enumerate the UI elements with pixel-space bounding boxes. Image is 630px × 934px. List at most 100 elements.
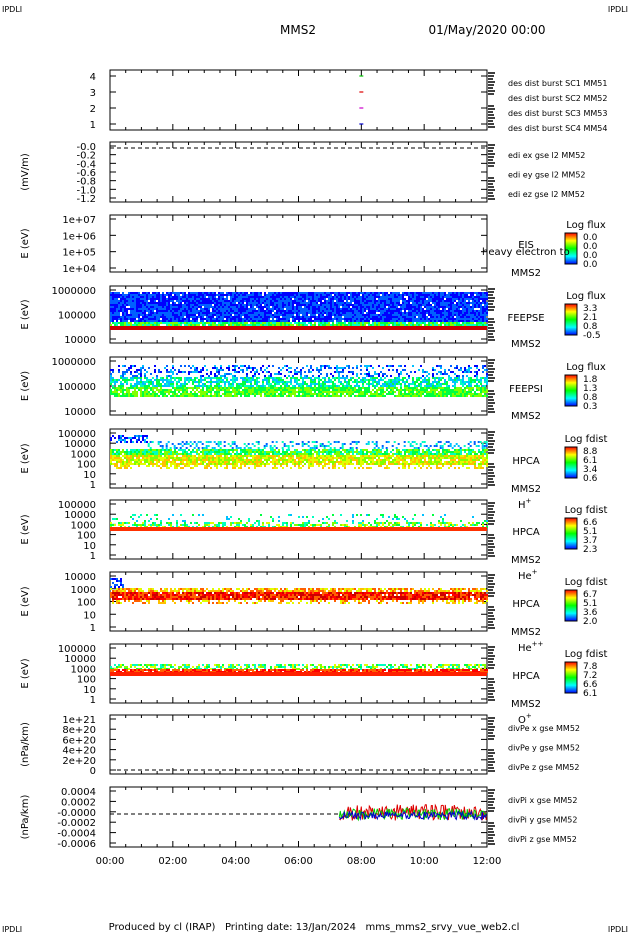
spectrogram-cell: [272, 302, 274, 304]
spectrogram-cell: [362, 318, 364, 320]
spectrogram-cell: [184, 393, 186, 395]
spectrogram-cell: [192, 379, 194, 381]
spectrogram-cell: [368, 298, 370, 300]
spectrogram-cell: [436, 310, 438, 312]
spectrogram-cell: [242, 294, 244, 296]
spectrogram-cell: [202, 320, 204, 322]
spectrogram-cell: [328, 310, 330, 312]
spectrogram-cell: [138, 304, 140, 306]
spectrogram-cell: [448, 316, 450, 318]
spectrogram-cell: [202, 375, 204, 377]
spectrogram-cell: [466, 292, 468, 294]
spectrogram-cell: [462, 300, 464, 302]
spectrogram-cell: [264, 391, 266, 393]
spectrogram-cell: [386, 292, 388, 294]
spectrogram-cell: [240, 322, 242, 324]
spectrogram-cell: [456, 314, 458, 316]
spectrogram-cell: [338, 310, 340, 312]
spectrogram-cell: [258, 298, 260, 300]
spectrogram-cell: [418, 302, 420, 304]
spectrogram-cell: [448, 320, 450, 322]
spectrogram-cell: [146, 377, 148, 379]
colorbar-tick-label: 0.3: [583, 402, 597, 412]
spectrogram-cell: [344, 377, 346, 379]
spectrogram-cell: [184, 306, 186, 308]
spectrogram-cell: [246, 373, 248, 375]
spectrogram-cell: [234, 298, 236, 300]
spectrogram-cell: [280, 381, 282, 383]
spectrogram-cell: [450, 306, 452, 308]
spectrogram-cell: [298, 383, 300, 385]
spectrogram-cell: [342, 322, 344, 324]
spectrogram-cell: [420, 294, 422, 296]
spectrogram-cell: [402, 308, 404, 310]
spectrogram-cell: [288, 322, 290, 324]
spectrogram-cell: [254, 292, 256, 294]
spectrogram-cell: [110, 381, 112, 383]
spectrogram-cell: [164, 318, 166, 320]
spectrogram-cell: [314, 298, 316, 300]
spectrogram-cell: [200, 308, 202, 310]
spectrogram-cell: [270, 304, 272, 306]
spectrogram-cell: [194, 298, 196, 300]
spectrogram-cell: [484, 365, 486, 367]
spectrogram-cell: [358, 296, 360, 298]
spectrogram-cell: [198, 298, 200, 300]
spectrogram-cell: [440, 306, 442, 308]
spectrogram-cell: [196, 310, 198, 312]
spectrogram-cell: [444, 314, 446, 316]
spectrogram-cell: [268, 294, 270, 296]
spectrogram-cell: [172, 365, 174, 367]
spectrogram-cell: [278, 320, 280, 322]
spectrogram-cell: [144, 324, 146, 326]
spectrogram-cell: [346, 300, 348, 302]
spectrogram-cell: [158, 320, 160, 322]
spectrogram-cell: [246, 391, 248, 393]
spectrogram-cell: [226, 304, 228, 306]
spectrogram-cell: [382, 318, 384, 320]
spectrogram-cell: [468, 318, 470, 320]
spectrogram-cell: [144, 294, 146, 296]
spectrogram-cell: [172, 391, 174, 393]
spectrogram-cell: [404, 385, 406, 387]
spectrogram-cell: [414, 381, 416, 383]
spectrogram-cell: [410, 318, 412, 320]
spectrogram-cell: [448, 308, 450, 310]
spectrogram-cell: [356, 379, 358, 381]
spectrogram-cell: [340, 318, 342, 320]
spectrogram-cell: [240, 308, 242, 310]
spectrogram-cell: [474, 300, 476, 302]
spectrogram-cell: [338, 304, 340, 306]
spectrogram-cell: [484, 318, 486, 320]
spectrogram-cell: [420, 292, 422, 294]
spectrogram-cell: [228, 322, 230, 324]
spectrogram-cell: [366, 292, 368, 294]
spectrogram-cell: [414, 324, 416, 326]
spectrogram-cell: [374, 381, 376, 383]
spectrogram-cell: [130, 367, 132, 369]
spectrogram-cell: [218, 381, 220, 383]
spectrogram-cell: [240, 377, 242, 379]
spectrogram-cell: [168, 298, 170, 300]
spectrogram-cell: [212, 292, 214, 294]
spectrogram-cell: [196, 377, 198, 379]
spectrogram-cell: [256, 294, 258, 296]
spectrogram-cell: [454, 373, 456, 375]
spectrogram-cell: [470, 383, 472, 385]
spectrogram-cell: [294, 302, 296, 304]
spectrogram-cell: [264, 296, 266, 298]
spectrogram-cell: [196, 367, 198, 369]
spectrogram-cell: [246, 393, 248, 395]
spectrogram-cell: [196, 300, 198, 302]
spectrogram-cell: [398, 312, 400, 314]
spectrogram-cell: [392, 324, 394, 326]
spectrogram-cell: [398, 320, 400, 322]
spectrogram-cell: [384, 310, 386, 312]
spectrogram-cell: [290, 302, 292, 304]
spectrogram-cell: [128, 369, 130, 371]
spectrogram-cell: [222, 294, 224, 296]
spectrogram-cell: [148, 383, 150, 385]
spectrogram-cell: [222, 369, 224, 371]
spectrogram-cell: [250, 296, 252, 298]
spectrogram-cell: [148, 322, 150, 324]
